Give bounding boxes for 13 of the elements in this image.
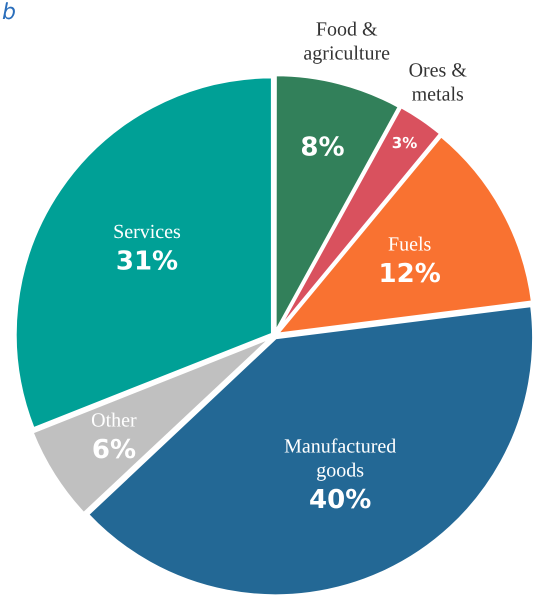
chart-title: b xyxy=(2,0,16,25)
data-label: 6% xyxy=(92,435,136,466)
data-label: 40% xyxy=(309,484,372,515)
slice-label: Food & agriculture xyxy=(303,18,390,64)
data-label: 8% xyxy=(300,132,345,163)
slice-label: Ores & metals xyxy=(408,60,468,106)
slice-label: Services xyxy=(113,221,182,244)
slice-label: Other xyxy=(91,410,138,432)
data-label: 12% xyxy=(378,258,441,289)
data-label: 31% xyxy=(116,246,178,277)
data-label: 3% xyxy=(392,134,418,152)
slice-label: Fuels xyxy=(388,233,432,256)
slice-label: Manufactured goods xyxy=(284,435,396,482)
